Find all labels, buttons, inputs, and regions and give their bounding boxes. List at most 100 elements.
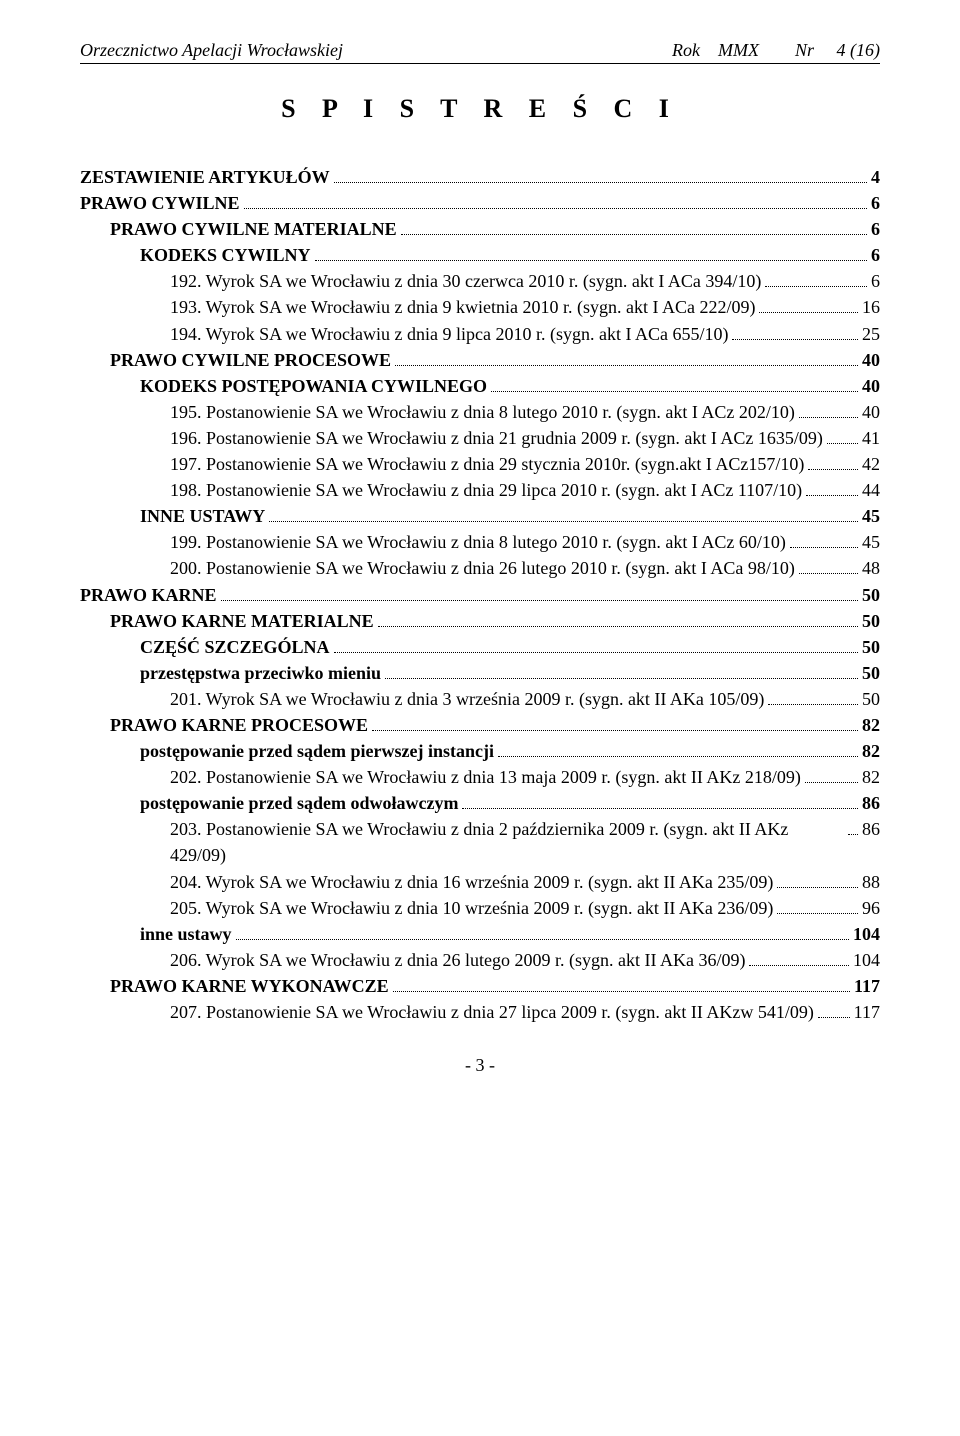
toc-dots xyxy=(315,260,867,261)
header-left: Orzecznictwo Apelacji Wrocławskiej xyxy=(80,40,343,61)
toc-entry-page: 45 xyxy=(862,529,880,555)
toc-entry-page: 50 xyxy=(862,582,880,608)
page-number: - 3 - xyxy=(80,1055,880,1076)
toc-entry-page: 50 xyxy=(862,608,880,634)
toc-entry-label: PRAWO CYWILNE MATERIALNE xyxy=(110,216,397,242)
toc-entry: 206. Wyrok SA we Wrocławiu z dnia 26 lut… xyxy=(80,947,880,973)
toc-entry-page: 82 xyxy=(862,764,880,790)
toc-entry-label: postępowanie przed sądem odwoławczym xyxy=(140,790,458,816)
toc-entry-page: 86 xyxy=(862,816,880,842)
toc-dots xyxy=(393,991,850,992)
toc-entry-page: 42 xyxy=(862,451,880,477)
toc-entry-page: 25 xyxy=(862,321,880,347)
toc-entry-label: PRAWO KARNE WYKONAWCZE xyxy=(110,973,389,999)
toc-entry-page: 44 xyxy=(862,477,880,503)
toc-entry-page: 104 xyxy=(853,947,880,973)
toc-entry-page: 41 xyxy=(862,425,880,451)
toc-entry: postępowanie przed sądem pierwszej insta… xyxy=(80,738,880,764)
toc-entry: 192. Wyrok SA we Wrocławiu z dnia 30 cze… xyxy=(80,268,880,294)
toc-entry-label: PRAWO KARNE xyxy=(80,582,217,608)
toc-entry-label: 206. Wyrok SA we Wrocławiu z dnia 26 lut… xyxy=(170,947,745,973)
toc-entry-label: 192. Wyrok SA we Wrocławiu z dnia 30 cze… xyxy=(170,268,761,294)
toc-dots xyxy=(818,1017,850,1018)
toc-entry: PRAWO KARNE 50 xyxy=(80,582,880,608)
toc-dots xyxy=(498,756,858,757)
toc-entry: ZESTAWIENIE ARTYKUŁÓW 4 xyxy=(80,164,880,190)
toc-entry: 194. Wyrok SA we Wrocławiu z dnia 9 lipc… xyxy=(80,321,880,347)
toc-entry: 205. Wyrok SA we Wrocławiu z dnia 10 wrz… xyxy=(80,895,880,921)
toc-dots xyxy=(805,782,858,783)
toc-dots xyxy=(768,704,858,705)
toc-entry-page: 82 xyxy=(862,712,880,738)
toc-entry-label: przestępstwa przeciwko mieniu xyxy=(140,660,381,686)
toc-title: S P I S T R E Ś C I xyxy=(80,94,880,124)
toc-entry-label: ZESTAWIENIE ARTYKUŁÓW xyxy=(80,164,330,190)
toc-dots xyxy=(378,626,858,627)
toc-entry-page: 50 xyxy=(862,634,880,660)
toc-entry-page: 50 xyxy=(862,660,880,686)
toc-entry-label: 200. Postanowienie SA we Wrocławiu z dni… xyxy=(170,555,795,581)
toc-entry-page: 6 xyxy=(871,242,880,268)
toc-dots xyxy=(395,365,858,366)
toc-entry-label: 203. Postanowienie SA we Wrocławiu z dni… xyxy=(170,816,844,868)
toc-entry-label: 199. Postanowienie SA we Wrocławiu z dni… xyxy=(170,529,786,555)
toc-dots xyxy=(759,312,858,313)
toc-entry-page: 45 xyxy=(862,503,880,529)
toc-dots xyxy=(799,417,858,418)
toc-entry-label: 197. Postanowienie SA we Wrocławiu z dni… xyxy=(170,451,804,477)
toc-dots xyxy=(806,495,858,496)
toc-dots xyxy=(827,443,858,444)
toc-dots xyxy=(749,965,849,966)
toc-entry: 200. Postanowienie SA we Wrocławiu z dni… xyxy=(80,555,880,581)
toc-entry-label: 196. Postanowienie SA we Wrocławiu z dni… xyxy=(170,425,823,451)
toc-entry-page: 104 xyxy=(853,921,880,947)
toc-entry-label: KODEKS CYWILNY xyxy=(140,242,311,268)
toc-entry: CZĘŚĆ SZCZEGÓLNA50 xyxy=(80,634,880,660)
toc-entry-label: 207. Postanowienie SA we Wrocławiu z dni… xyxy=(170,999,814,1025)
toc-dots xyxy=(848,834,858,835)
toc-dots xyxy=(236,939,849,940)
toc-dots xyxy=(372,730,858,731)
toc-entry-label: 198. Postanowienie SA we Wrocławiu z dni… xyxy=(170,477,802,503)
toc-entry-label: 202. Postanowienie SA we Wrocławiu z dni… xyxy=(170,764,801,790)
toc-entry: 195. Postanowienie SA we Wrocławiu z dni… xyxy=(80,399,880,425)
toc-entry: KODEKS CYWILNY 6 xyxy=(80,242,880,268)
toc-dots xyxy=(799,573,858,574)
page-header: Orzecznictwo Apelacji Wrocławskiej Rok M… xyxy=(80,40,880,64)
toc-entry: 198. Postanowienie SA we Wrocławiu z dni… xyxy=(80,477,880,503)
toc-dots xyxy=(790,547,858,548)
toc-entry-page: 16 xyxy=(862,294,880,320)
toc-dots xyxy=(244,208,867,209)
toc-entry: PRAWO KARNE WYKONAWCZE117 xyxy=(80,973,880,999)
toc-entry-page: 4 xyxy=(871,164,880,190)
toc-entry: 197. Postanowienie SA we Wrocławiu z dni… xyxy=(80,451,880,477)
toc-dots xyxy=(808,469,858,470)
toc-entry-label: KODEKS POSTĘPOWANIA CYWILNEGO xyxy=(140,373,487,399)
toc-entry-label: INNE USTAWY xyxy=(140,503,265,529)
toc-entry: PRAWO CYWILNE PROCESOWE 40 xyxy=(80,347,880,373)
toc-dots xyxy=(777,913,858,914)
toc-entry-label: PRAWO CYWILNE PROCESOWE xyxy=(110,347,391,373)
toc-entry-label: PRAWO KARNE MATERIALNE xyxy=(110,608,374,634)
toc-dots xyxy=(221,600,858,601)
toc-entry-page: 96 xyxy=(862,895,880,921)
page: Orzecznictwo Apelacji Wrocławskiej Rok M… xyxy=(0,0,960,1106)
toc-entry: PRAWO KARNE PROCESOWE82 xyxy=(80,712,880,738)
toc-entry: PRAWO CYWILNE6 xyxy=(80,190,880,216)
toc-entry: PRAWO KARNE MATERIALNE 50 xyxy=(80,608,880,634)
toc-entry-page: 6 xyxy=(871,190,880,216)
toc-entry-page: 40 xyxy=(862,373,880,399)
toc-entry-page: 40 xyxy=(862,399,880,425)
toc-entry: 202. Postanowienie SA we Wrocławiu z dni… xyxy=(80,764,880,790)
toc-entry-label: 195. Postanowienie SA we Wrocławiu z dni… xyxy=(170,399,795,425)
toc-dots xyxy=(385,678,858,679)
toc-entry: PRAWO CYWILNE MATERIALNE6 xyxy=(80,216,880,242)
toc-entry-page: 86 xyxy=(862,790,880,816)
toc-entry: postępowanie przed sądem odwoławczym 86 xyxy=(80,790,880,816)
toc-container: ZESTAWIENIE ARTYKUŁÓW4PRAWO CYWILNE6PRAW… xyxy=(80,164,880,1025)
toc-dots xyxy=(334,182,867,183)
toc-entry-page: 40 xyxy=(862,347,880,373)
toc-dots xyxy=(491,391,858,392)
toc-entry-page: 88 xyxy=(862,869,880,895)
toc-entry-page: 50 xyxy=(862,686,880,712)
